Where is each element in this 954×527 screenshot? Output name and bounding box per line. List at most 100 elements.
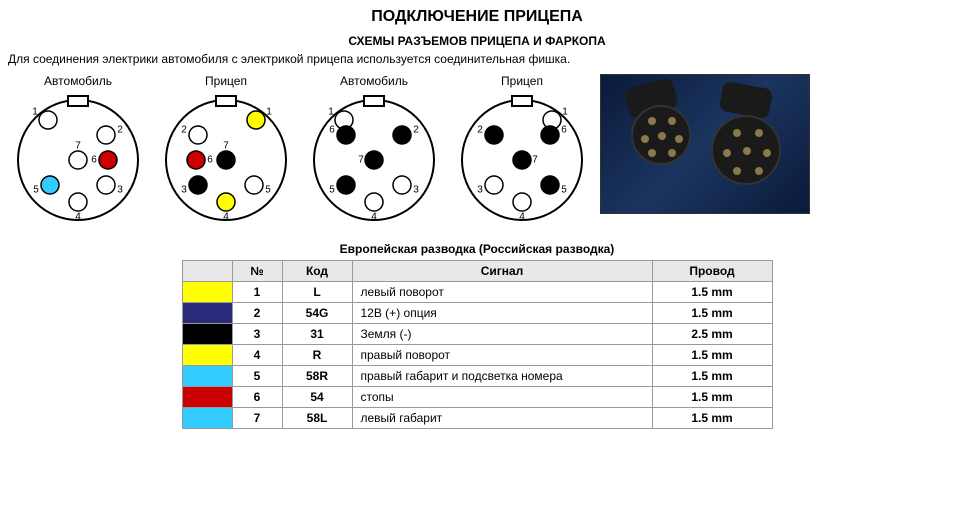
- pin-number: 6: [561, 125, 567, 136]
- pin-circle: [337, 176, 355, 194]
- pin-circle: [217, 151, 235, 169]
- table-header-row: № Код Сигнал Провод: [182, 261, 772, 282]
- wiring-table: № Код Сигнал Провод 1Lлевый поворот1.5 m…: [182, 260, 773, 429]
- pin-number-cell: 7: [232, 408, 282, 429]
- code-cell: 58L: [282, 408, 352, 429]
- signal-cell: стопы: [352, 387, 652, 408]
- table-row: 254G12В (+) опция1.5 mm: [182, 303, 772, 324]
- pin-circle: [513, 151, 531, 169]
- connector-label: Прицеп: [501, 74, 543, 88]
- pin-number: 4: [371, 212, 377, 223]
- page-title: ПОДКЛЮЧЕНИЕ ПРИЦЕПА: [0, 0, 954, 30]
- wire-cell: 1.5 mm: [652, 345, 772, 366]
- color-swatch: [182, 408, 232, 429]
- connector-label: Автомобиль: [44, 74, 112, 88]
- pin-number: 7: [223, 141, 229, 152]
- col-num: №: [232, 261, 282, 282]
- pin-number-cell: 5: [232, 366, 282, 387]
- wire-cell: 1.5 mm: [652, 408, 772, 429]
- pin-number: 3: [181, 185, 187, 196]
- pin-number: 6: [207, 155, 213, 166]
- page-subtitle: СХЕМЫ РАЗЪЕМОВ ПРИЦЕПА И ФАРКОПА: [0, 30, 954, 50]
- color-swatch: [182, 387, 232, 408]
- pin-number: 3: [413, 185, 419, 196]
- pin-number: 5: [33, 185, 39, 196]
- col-swatch: [182, 261, 232, 282]
- signal-cell: правый габарит и подсветка номера: [352, 366, 652, 387]
- connector-diagram: 1234567: [156, 90, 296, 230]
- code-cell: 31: [282, 324, 352, 345]
- pin-circle: [541, 126, 559, 144]
- connector-block: Прицеп1234567: [452, 74, 592, 230]
- pin-number: 7: [358, 155, 364, 166]
- pin-circle: [541, 176, 559, 194]
- col-signal: Сигнал: [352, 261, 652, 282]
- color-swatch: [182, 366, 232, 387]
- pin-number-cell: 6: [232, 387, 282, 408]
- pin-circle: [187, 151, 205, 169]
- connector-block: Автомобиль1234567: [304, 74, 444, 230]
- color-swatch: [182, 324, 232, 345]
- pin-circle: [39, 111, 57, 129]
- pin-circle: [189, 126, 207, 144]
- connector-block: Автомобиль 1 2 3 4 5 67: [8, 74, 148, 230]
- color-swatch: [182, 282, 232, 303]
- pin-circle: [217, 193, 235, 211]
- pin-number-cell: 1: [232, 282, 282, 303]
- wire-cell: 1.5 mm: [652, 303, 772, 324]
- pin-circle: [365, 193, 383, 211]
- pin-number: 6: [329, 125, 335, 136]
- pin-number: 3: [477, 185, 483, 196]
- pin-circle: [393, 126, 411, 144]
- table-title: Европейская разводка (Российская разводк…: [0, 230, 954, 260]
- table-row: 331Земля (-)2.5 mm: [182, 324, 772, 345]
- pin-circle: [247, 111, 265, 129]
- pin-number: 7: [75, 141, 81, 152]
- pin-number: 7: [532, 155, 538, 166]
- pin-number-cell: 2: [232, 303, 282, 324]
- pin-circle: [69, 193, 87, 211]
- code-cell: R: [282, 345, 352, 366]
- connector-block: Прицеп1234567: [156, 74, 296, 230]
- pin-number: 4: [223, 212, 229, 223]
- pin-circle: [245, 176, 263, 194]
- table-body: 1Lлевый поворот1.5 mm254G12В (+) опция1.…: [182, 282, 772, 429]
- connector-diagram: 1 2 3 4 5 67: [8, 90, 148, 230]
- pin-number: 2: [477, 125, 483, 136]
- pin-number: 6: [91, 155, 97, 166]
- table-row: 654стопы1.5 mm: [182, 387, 772, 408]
- connector-label: Прицеп: [205, 74, 247, 88]
- connector-row: Автомобиль1234567Прицеп1234567Автомобиль…: [0, 74, 954, 230]
- connector-diagram: 1234567: [452, 90, 592, 230]
- table-row: 758Lлевый габарит1.5 mm: [182, 408, 772, 429]
- pin-number: 3: [117, 185, 123, 196]
- code-cell: 54G: [282, 303, 352, 324]
- connector-diagram: 1234567: [304, 90, 444, 230]
- pin-number: 5: [265, 185, 271, 196]
- pin-number-cell: 3: [232, 324, 282, 345]
- code-cell: 54: [282, 387, 352, 408]
- wire-cell: 2.5 mm: [652, 324, 772, 345]
- pin-circle: [513, 193, 531, 211]
- pin-circle: [189, 176, 207, 194]
- col-wire: Провод: [652, 261, 772, 282]
- pin-number-cell: 4: [232, 345, 282, 366]
- color-swatch: [182, 345, 232, 366]
- pin-number: 5: [329, 185, 335, 196]
- pin-number: 1: [266, 107, 272, 118]
- pin-circle: [97, 126, 115, 144]
- pin-number: 1: [32, 107, 38, 118]
- col-code: Код: [282, 261, 352, 282]
- pin-number: 4: [75, 212, 81, 223]
- page-description: Для соединения электрики автомобиля с эл…: [0, 50, 954, 74]
- pin-number: 4: [519, 212, 525, 223]
- pin-circle: [99, 151, 117, 169]
- pin-circle: [365, 151, 383, 169]
- pin-circle: [69, 151, 87, 169]
- pin-circle: [485, 126, 503, 144]
- signal-cell: 12В (+) опция: [352, 303, 652, 324]
- connector-photo: [600, 74, 810, 214]
- pin-number: 2: [117, 125, 123, 136]
- signal-cell: Земля (-): [352, 324, 652, 345]
- table-row: 4Rправый поворот1.5 mm: [182, 345, 772, 366]
